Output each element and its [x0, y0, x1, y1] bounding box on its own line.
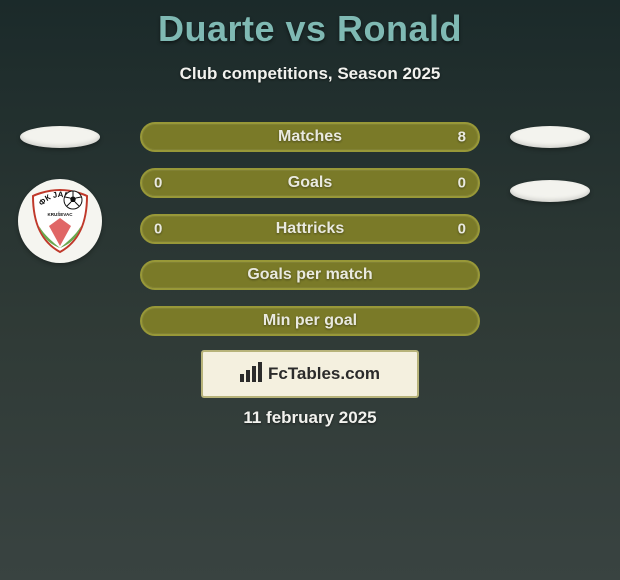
player2-name: Ronald — [337, 8, 462, 49]
stat-label: Goals per match — [247, 266, 372, 284]
svg-text:KRUŠEVAC: KRUŠEVAC — [48, 210, 74, 217]
card: Duarte vs Ronald Club competitions, Seas… — [0, 0, 620, 580]
player-slot-ellipse — [510, 180, 590, 202]
stat-label: Matches — [278, 128, 342, 146]
brand-text: FcTables.com — [268, 364, 380, 384]
stat-row: Matches 8 — [140, 122, 480, 152]
player1-name: Duarte — [158, 8, 275, 49]
brand-card: FcTables.com — [201, 350, 419, 398]
stat-value-right: 0 — [458, 175, 466, 192]
vs-text: vs — [275, 8, 337, 49]
stat-row: Goals per match — [140, 260, 480, 290]
stat-row: Hattricks 0 0 — [140, 214, 480, 244]
stat-label: Min per goal — [263, 312, 357, 330]
stat-value-left: 0 — [154, 175, 162, 192]
stat-value-right: 0 — [458, 221, 466, 238]
team-badge-graphic: ФК JABOP KRUŠEVAC — [25, 186, 95, 256]
player-slot-ellipse — [510, 126, 590, 148]
bars-icon — [240, 362, 262, 387]
stat-label: Goals — [288, 174, 332, 192]
stat-value-right: 8 — [458, 129, 466, 146]
stat-row: Min per goal — [140, 306, 480, 336]
page-title: Duarte vs Ronald — [0, 0, 620, 50]
stat-row: Goals 0 0 — [140, 168, 480, 198]
stat-label: Hattricks — [276, 220, 344, 238]
date-text: 11 february 2025 — [0, 408, 620, 428]
team-badge: ФК JABOP KRUŠEVAC — [18, 179, 102, 263]
subtitle: Club competitions, Season 2025 — [0, 64, 620, 84]
stats-panel: Matches 8 Goals 0 0 Hattricks 0 0 Goals per matc… — [140, 122, 480, 352]
stat-value-left: 0 — [154, 221, 162, 238]
player-slot-ellipse — [20, 126, 100, 148]
